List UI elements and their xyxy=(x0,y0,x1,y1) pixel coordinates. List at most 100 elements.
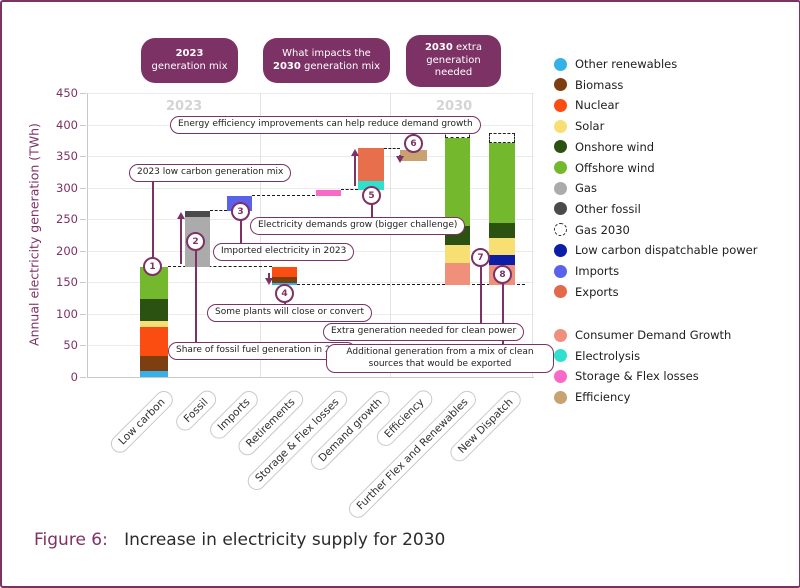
legend-label: Offshore wind xyxy=(575,160,655,175)
legend-swatch-icon xyxy=(554,57,567,71)
legend-item-gas: Gas xyxy=(554,181,597,195)
flow-arrow-head-up-1 xyxy=(177,211,185,219)
annotation-note-4: Imported electricity in 2023 xyxy=(213,243,355,261)
y-tickmark-300 xyxy=(80,187,86,189)
bar-low-carbon-segment-nuclear xyxy=(140,327,168,356)
header-badge-3: 2030 extra generation needed xyxy=(406,35,501,87)
legend-item-imports: Imports xyxy=(554,264,619,278)
legend-swatch-icon xyxy=(554,285,567,299)
bar-efficiency-segment-efficiency xyxy=(399,149,427,161)
legend-swatch-icon xyxy=(554,119,567,133)
legend-swatch-icon xyxy=(554,390,567,404)
flow-arrow-up-1 xyxy=(180,216,182,264)
step-marker-2: 2 xyxy=(186,232,205,251)
bar-new-dispatch-segment-offshore-wind xyxy=(489,143,515,223)
badge-line: 2030 generation mix xyxy=(272,60,381,72)
bar-new-dispatch-segment-onshore-wind xyxy=(489,223,515,239)
y-tick-label-150: 150 xyxy=(56,275,78,290)
legend-item-biomass: Biomass xyxy=(554,78,623,92)
annotation-note-1: Energy efficiency improvements can help … xyxy=(170,116,481,134)
header-badge-2: What impacts the 2030 generation mix xyxy=(263,38,390,83)
annotation-connector-7 xyxy=(480,264,482,324)
y-tick-label-250: 250 xyxy=(56,212,78,227)
badge-line: 2023 generation mix xyxy=(151,48,228,72)
y-tick-label-400: 400 xyxy=(56,117,78,132)
y-tick-label-450: 450 xyxy=(56,86,78,100)
legend-label: Other renewables xyxy=(575,57,678,71)
section-label-2030: 2030 xyxy=(436,99,473,114)
bar-new-dispatch-segment-low-carbon-dispatchable-power xyxy=(489,255,515,266)
legend-label: Electrolysis xyxy=(575,348,641,363)
legend-label: Other fossil xyxy=(575,201,641,216)
legend-label: Efficiency xyxy=(575,390,631,405)
step-marker-7: 7 xyxy=(471,248,490,267)
legend-swatch-icon xyxy=(554,264,567,278)
gridline-y-300 xyxy=(87,187,534,189)
bar-demand-growth-segment-consumer-demand-growth xyxy=(358,147,384,182)
step-marker-5: 5 xyxy=(362,186,381,205)
bar-new-dispatch-segment-solar xyxy=(489,238,515,256)
bar-new-dispatch-segment-gas-2030 xyxy=(489,133,515,144)
legend-swatch-icon xyxy=(554,161,567,174)
gridline-y-150 xyxy=(87,282,534,284)
y-tick-label-350: 350 xyxy=(56,149,78,164)
bar-retirements-segment-nuclear xyxy=(271,267,297,277)
y-tickmark-400 xyxy=(80,124,86,126)
legend-label: Onshore wind xyxy=(575,139,655,154)
y-tickmark-200 xyxy=(80,250,86,252)
legend-swatch-icon xyxy=(554,140,567,154)
legend-item-exports: Exports xyxy=(554,285,619,299)
legend-swatch-icon xyxy=(554,98,567,112)
legend-label: Storage & Flex losses xyxy=(575,369,699,384)
step-marker-1: 1 xyxy=(143,257,162,276)
bar-fossil-segment-other-fossil xyxy=(184,211,210,218)
legend-item-onshore-wind: Onshore wind xyxy=(554,140,654,154)
legend-swatch-icon xyxy=(554,328,567,342)
bar-storage-flex-losses-segment-storage-flex-losses xyxy=(315,189,341,196)
bar-retirements-segment-biomass xyxy=(271,276,297,283)
dashed-connector-6 xyxy=(297,284,525,286)
legend-label: Biomass xyxy=(575,77,624,92)
y-tickmark-0 xyxy=(80,377,86,378)
legend-item-storage-flex-losses: Storage & Flex losses xyxy=(554,369,699,383)
legend-swatch-icon xyxy=(554,181,567,195)
flow-arrow-down-2 xyxy=(268,273,270,283)
annotation-note-5: Some plants will close or convert xyxy=(207,304,372,322)
step-marker-6: 6 xyxy=(404,134,423,153)
x-axis-line xyxy=(87,377,534,378)
badge-bold-text: 2030 xyxy=(424,42,453,54)
step-marker-4: 4 xyxy=(275,284,294,303)
bar-further-flex-and-renewables-segment-offshore-wind xyxy=(444,138,470,226)
flow-arrow-head-up-3 xyxy=(351,148,359,156)
y-tick-label-200: 200 xyxy=(56,243,78,258)
annotation-note-7: Extra generation needed for clean power xyxy=(323,323,525,341)
figure-caption-text: Increase in electricity supply for 2030 xyxy=(124,530,446,550)
legend-swatch-icon xyxy=(554,202,567,216)
legend-label: Exports xyxy=(575,284,619,299)
y-tickmark-150 xyxy=(80,282,86,284)
legend-swatch-icon xyxy=(554,243,567,257)
bar-low-carbon-segment-biomass xyxy=(140,355,168,371)
y-tickmark-450 xyxy=(80,93,86,94)
x-label-low-carbon: Low carbon xyxy=(107,387,177,457)
y-tick-label-50: 50 xyxy=(63,338,78,353)
y-tickmark-50 xyxy=(80,345,86,347)
header-badge-1: 2023 generation mix xyxy=(141,38,238,83)
bar-demand-growth-segment-electrolysis xyxy=(358,181,384,190)
annotation-note-3: Electricity demands grow (bigger challen… xyxy=(250,217,466,235)
legend-label: Solar xyxy=(575,119,605,134)
flow-arrow-head-down-4 xyxy=(396,155,404,163)
legend-item-nuclear: Nuclear xyxy=(554,98,619,112)
annotation-connector-8 xyxy=(502,281,504,345)
legend-swatch-icon xyxy=(554,349,567,363)
y-tickmark-350 xyxy=(80,156,86,158)
bar-low-carbon-segment-onshore-wind xyxy=(140,298,168,322)
gridline-y-450 xyxy=(87,93,534,94)
legend-label: Low carbon dispatchable power xyxy=(575,243,758,258)
y-axis-line xyxy=(87,93,88,377)
legend-item-solar: Solar xyxy=(554,119,604,133)
annotation-connector-1 xyxy=(152,181,154,259)
legend-item-gas-2030: Gas 2030 xyxy=(554,223,630,237)
badge-line: What impacts the xyxy=(282,48,371,59)
